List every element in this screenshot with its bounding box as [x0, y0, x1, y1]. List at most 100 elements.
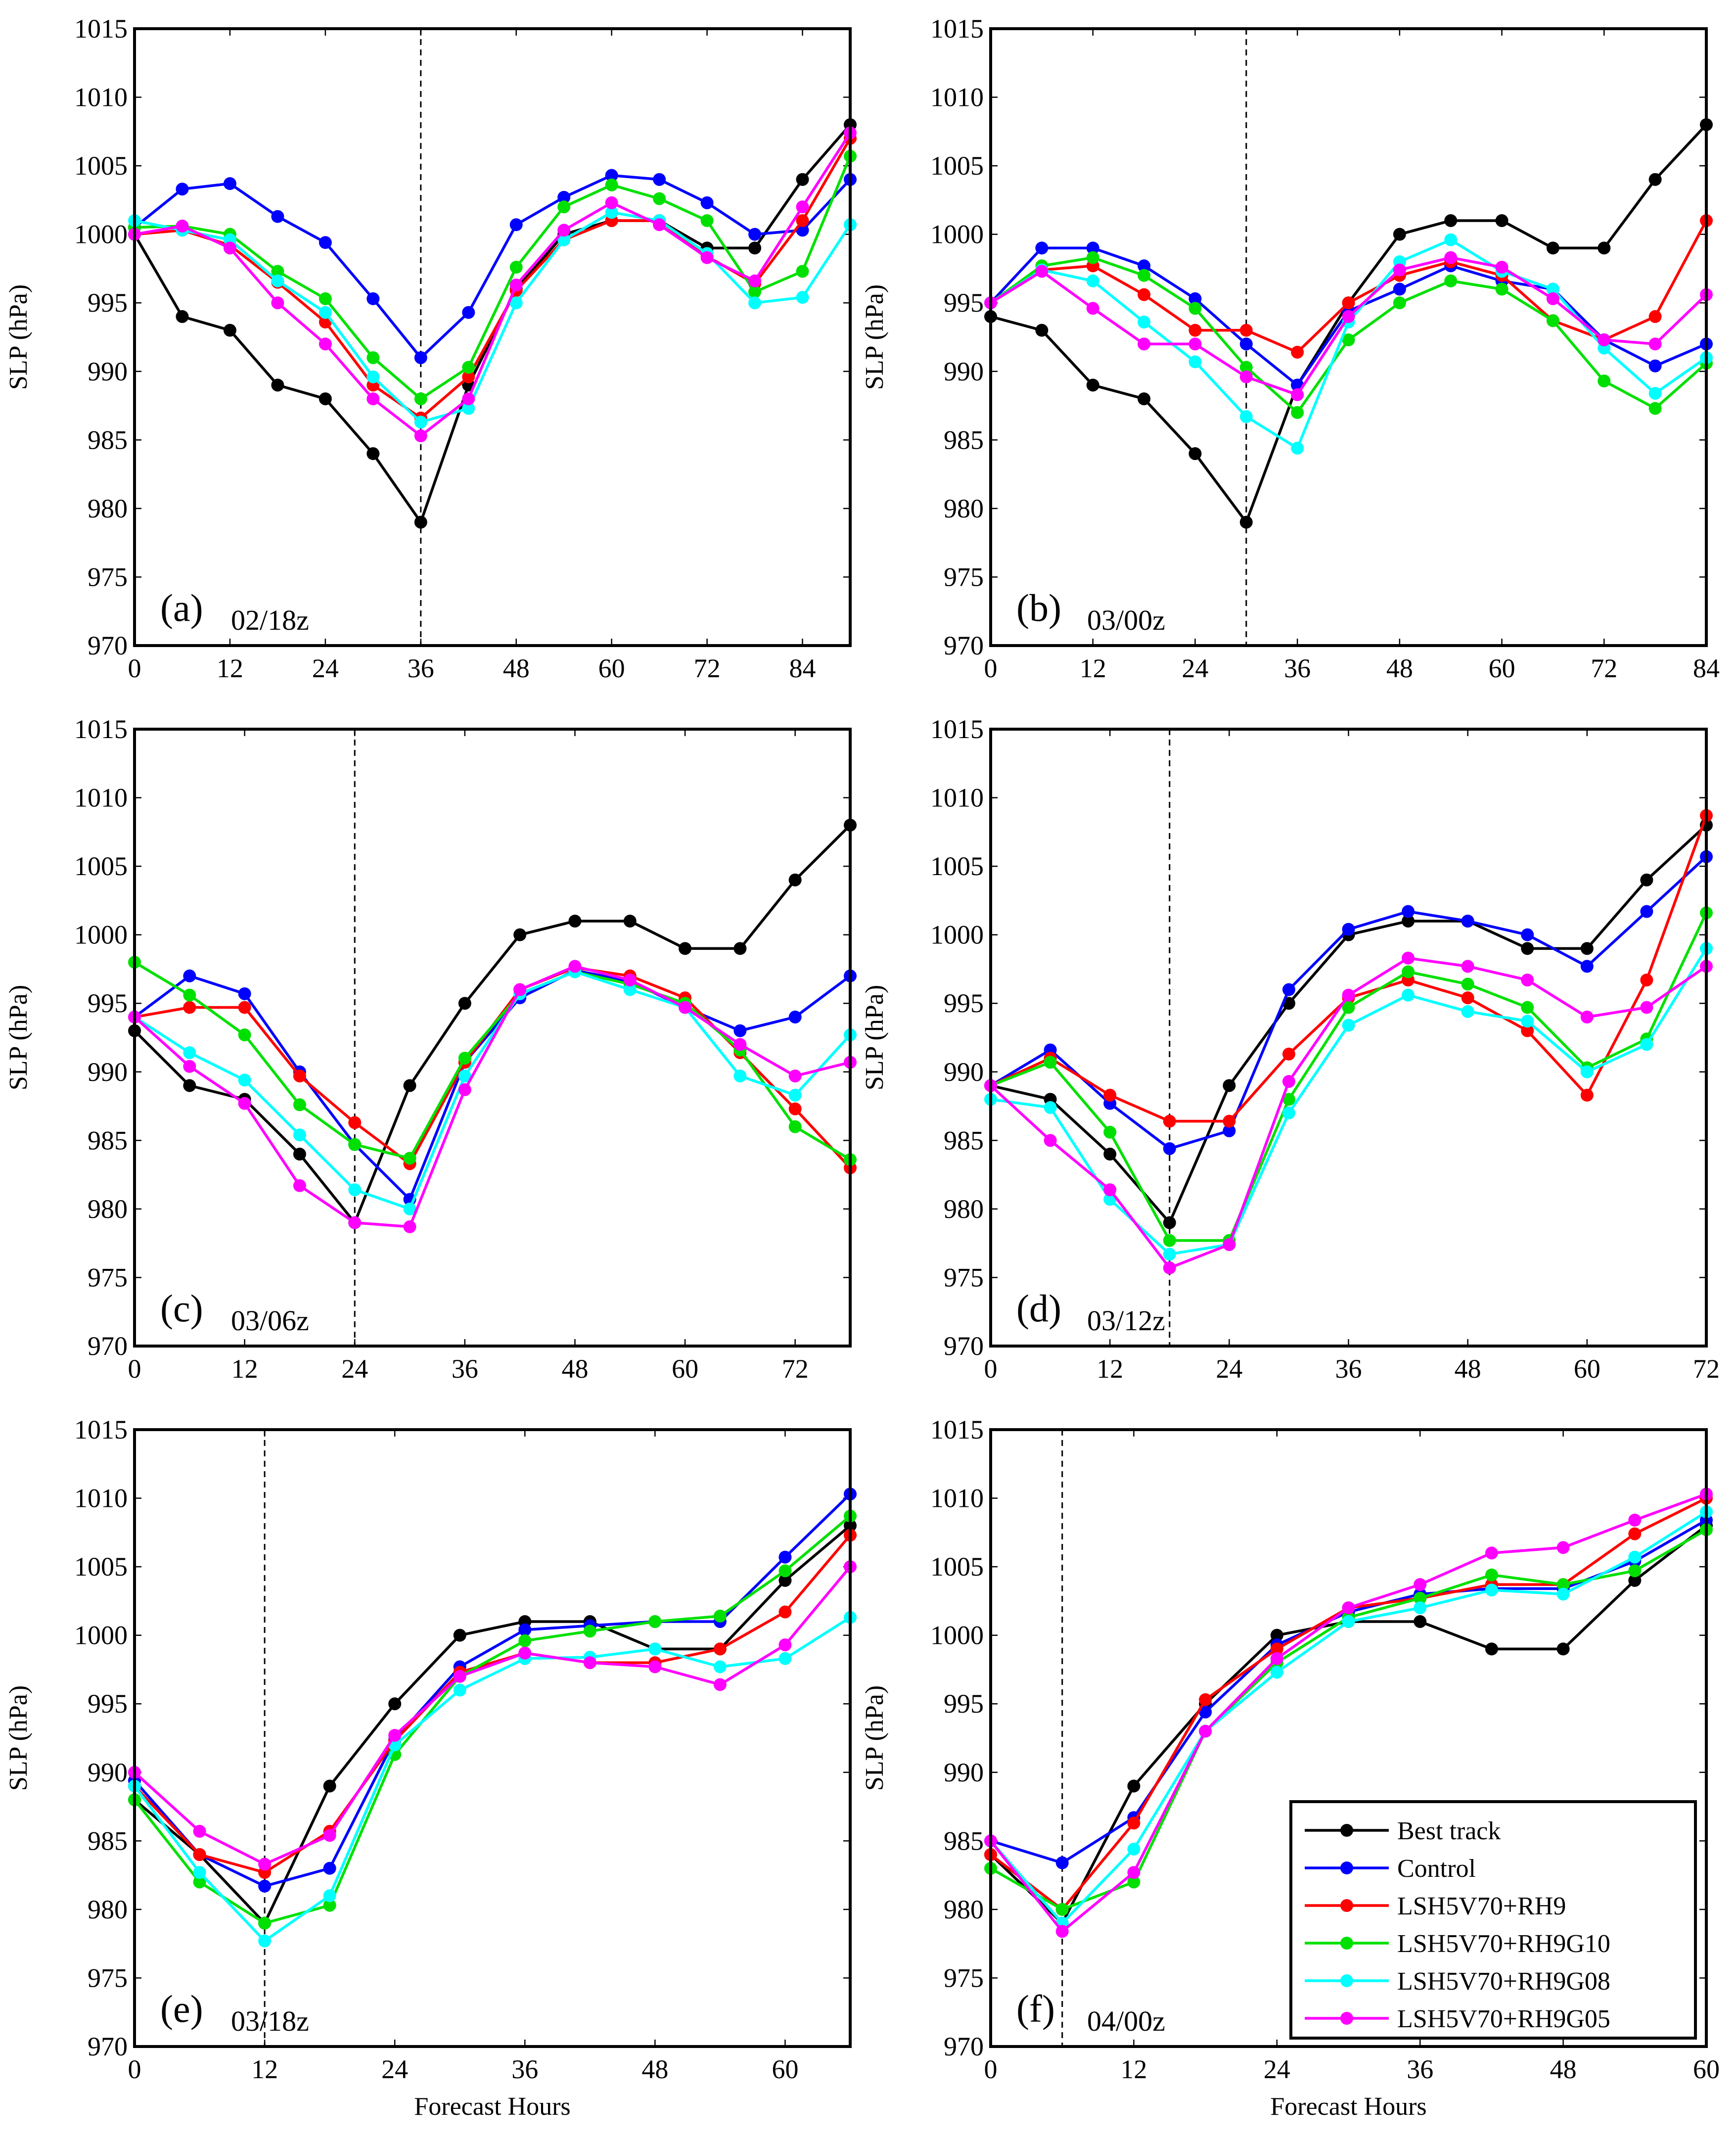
y-tick-label: 975	[88, 562, 128, 592]
y-tick-label: 1000	[74, 920, 128, 950]
legend-label: Best track	[1397, 1817, 1501, 1845]
data-point	[1188, 447, 1202, 461]
y-tick-label: 995	[88, 988, 128, 1018]
y-tick-label: 980	[88, 494, 128, 523]
data-point	[733, 1038, 747, 1051]
data-point	[462, 361, 475, 374]
series-line	[133, 124, 852, 524]
data-point	[1291, 345, 1304, 359]
series-line	[133, 1515, 851, 1925]
data-point	[733, 1024, 747, 1037]
x-axis-label: Forecast Hours	[414, 2093, 570, 2121]
legend-marker	[1340, 1937, 1353, 1950]
y-tick-label: 980	[944, 1194, 984, 1224]
x-tick-label: 48	[1386, 653, 1413, 683]
legend-label: LSH5V70+RH9G08	[1397, 1967, 1610, 1996]
data-point	[238, 1073, 251, 1087]
data-point	[258, 1934, 272, 1948]
series-lsh5v70-rh9g10	[128, 956, 857, 1166]
data-point	[1521, 928, 1534, 941]
data-point	[1055, 1856, 1069, 1869]
data-point	[462, 370, 475, 383]
data-point	[1188, 337, 1202, 351]
y-tick-label: 1015	[74, 14, 128, 44]
series-line	[134, 155, 852, 400]
legend-entry: LSH5V70+RH9	[1305, 1892, 1566, 1920]
data-point	[193, 1866, 206, 1879]
y-tick-label: 990	[944, 1057, 984, 1087]
data-point	[1282, 983, 1295, 996]
data-point	[1282, 1075, 1295, 1088]
data-point	[462, 306, 475, 319]
data-point	[509, 296, 523, 310]
data-point	[1270, 1642, 1283, 1656]
x-tick-label: 0	[128, 653, 141, 683]
data-point	[1485, 1546, 1498, 1560]
legend-marker	[1340, 2012, 1353, 2025]
data-point	[1393, 282, 1406, 296]
data-point	[458, 1083, 471, 1096]
data-point	[1239, 410, 1253, 423]
data-point	[1163, 1115, 1176, 1128]
x-tick-label: 36	[1335, 1354, 1362, 1384]
data-point	[319, 337, 332, 351]
data-point	[403, 1079, 416, 1092]
y-axis-label: SLP (hPa)	[861, 985, 889, 1090]
data-point	[1546, 292, 1559, 305]
data-point	[1103, 1088, 1117, 1102]
y-tick-label: 980	[88, 1194, 128, 1224]
data-point	[176, 310, 189, 323]
y-tick-label: 1005	[930, 1552, 984, 1582]
x-tick-label: 60	[1693, 2054, 1720, 2084]
data-point	[788, 1102, 802, 1116]
data-point	[1648, 387, 1662, 400]
data-point	[238, 1028, 251, 1041]
panel-label: (f)	[1016, 1987, 1055, 2030]
panel-init-time: 03/12z	[1087, 1304, 1165, 1337]
x-tick-label: 48	[561, 1354, 588, 1384]
data-point	[293, 1148, 306, 1161]
data-point	[223, 177, 236, 190]
data-point	[323, 1862, 336, 1875]
data-point	[1495, 282, 1508, 296]
data-point	[1342, 333, 1355, 347]
axes-frame	[133, 1428, 852, 2048]
data-point	[388, 1728, 402, 1742]
data-point	[518, 1634, 532, 1647]
x-tick-label: 24	[1182, 653, 1208, 683]
x-tick-label: 60	[1574, 1354, 1600, 1384]
x-tick-label: 84	[1693, 653, 1720, 683]
data-point	[1648, 402, 1662, 415]
data-point	[1138, 316, 1151, 329]
data-point	[1580, 1010, 1594, 1024]
data-point	[1556, 1587, 1570, 1601]
x-tick-label: 12	[1096, 1354, 1123, 1384]
data-point	[1103, 1125, 1117, 1139]
data-point	[1188, 324, 1202, 337]
panel-label: (c)	[160, 1287, 203, 1330]
data-point	[414, 416, 427, 429]
data-point	[796, 200, 809, 214]
legend: Best track Control LSH5V70+RH9 LSH5V70+RH9G…	[1289, 1800, 1697, 2040]
panel-c: 970 975 980 985 990 995 1000 1005 1010 1015 0 12 24 3…	[4, 714, 857, 1384]
data-point	[1640, 1038, 1653, 1051]
data-point	[778, 1564, 792, 1578]
x-tick-label: 0	[984, 2054, 998, 2084]
data-point	[700, 214, 714, 227]
data-point	[1402, 965, 1415, 978]
x-tick-label: 0	[984, 653, 998, 683]
data-point	[1485, 1568, 1498, 1582]
y-tick-label: 1015	[930, 14, 984, 44]
legend-entry: Control	[1305, 1855, 1476, 1883]
data-point	[1127, 1816, 1141, 1830]
y-tick-label: 1015	[74, 714, 128, 744]
data-point	[1402, 951, 1415, 965]
y-tick-label: 975	[944, 1262, 984, 1292]
data-point	[1580, 960, 1594, 973]
data-point	[778, 1652, 792, 1665]
x-tick-label: 24	[381, 2054, 408, 2084]
data-point	[193, 1875, 206, 1889]
data-point	[238, 987, 251, 1000]
data-point	[748, 241, 762, 255]
data-point	[258, 1916, 272, 1930]
